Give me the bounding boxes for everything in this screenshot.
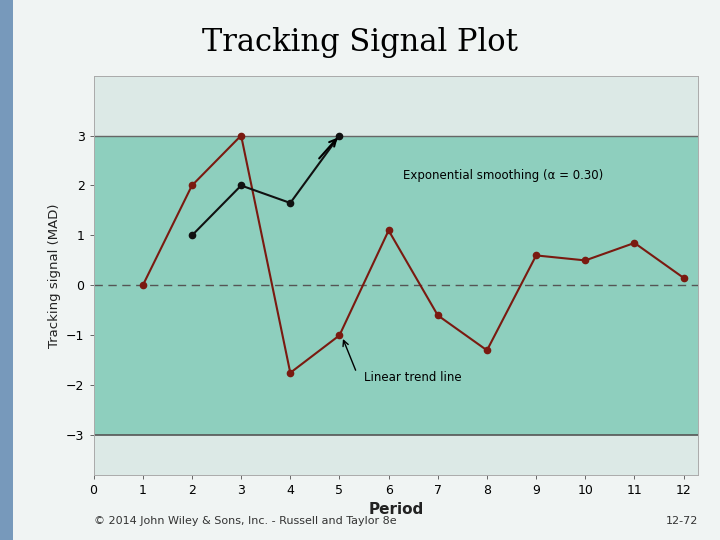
Text: © 2014 John Wiley & Sons, Inc. - Russell and Taylor 8e: © 2014 John Wiley & Sons, Inc. - Russell… [94, 516, 396, 526]
Text: Tracking Signal Plot: Tracking Signal Plot [202, 27, 518, 58]
X-axis label: Period: Period [369, 502, 423, 517]
Text: Exponential smoothing (α = 0.30): Exponential smoothing (α = 0.30) [403, 169, 603, 182]
Bar [94, 136, 698, 435]
Text: 12-72: 12-72 [666, 516, 698, 526]
Text: Linear trend line: Linear trend line [364, 372, 462, 384]
Y-axis label: Tracking signal (MAD): Tracking signal (MAD) [48, 203, 60, 348]
